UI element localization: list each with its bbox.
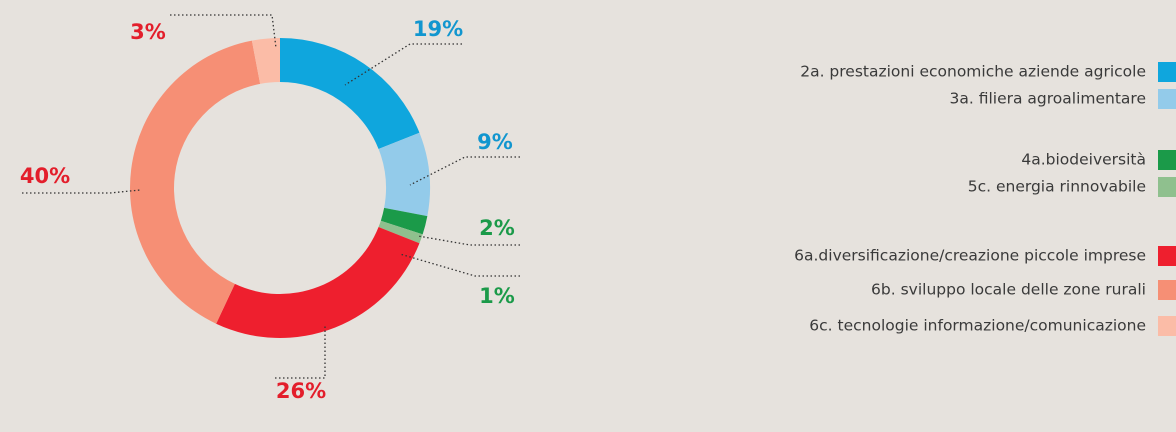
donut-slice	[130, 40, 261, 324]
donut-slice	[378, 220, 423, 244]
legend-label: 4a.biodeiversità	[1021, 151, 1146, 169]
donut-slice	[251, 38, 280, 84]
leader-line	[344, 43, 462, 86]
leader-line	[409, 156, 520, 186]
leader-line	[417, 235, 520, 246]
data-label: 26%	[276, 379, 326, 403]
data-label: 2%	[479, 216, 515, 240]
legend-label: 6a.diversificazione/creazione piccole im…	[794, 247, 1146, 265]
legend-swatch	[1158, 62, 1176, 82]
donut-slice	[280, 38, 420, 149]
donut-slice	[380, 207, 428, 235]
legend-swatch	[1158, 177, 1176, 197]
legend-label: 6b. sviluppo locale delle zone rurali	[871, 281, 1146, 299]
donut-slice	[378, 132, 430, 217]
legend-label: 3a. filiera agroalimentare	[950, 90, 1147, 108]
leader-line	[399, 253, 520, 277]
legend-label: 6c. tecnologie informazione/comunicazion…	[809, 317, 1146, 335]
leader-line	[22, 189, 141, 194]
legend-label: 5c. energia rinnovabile	[968, 178, 1146, 196]
data-label: 3%	[130, 20, 166, 44]
data-label: 40%	[20, 164, 70, 188]
data-label: 9%	[477, 130, 513, 154]
legend-swatch	[1158, 150, 1176, 170]
leader-line	[170, 14, 277, 49]
legend-swatch	[1158, 316, 1176, 336]
legend-swatch	[1158, 246, 1176, 266]
legend-label: 2a. prestazioni economiche aziende agric…	[800, 63, 1146, 81]
data-label: 19%	[413, 17, 463, 41]
legend-swatch	[1158, 280, 1176, 300]
data-label: 1%	[479, 284, 515, 308]
donut-slice	[216, 227, 420, 338]
leader-line	[275, 325, 326, 379]
legend-swatch	[1158, 89, 1176, 109]
